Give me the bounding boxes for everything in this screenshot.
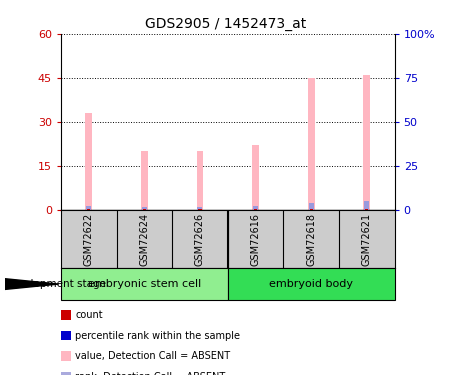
Bar: [143, 209, 146, 210]
Text: GSM72624: GSM72624: [139, 213, 149, 266]
Text: GSM72622: GSM72622: [84, 212, 94, 266]
Bar: [228, 268, 395, 300]
Text: GSM72621: GSM72621: [362, 213, 372, 266]
Bar: [87, 209, 90, 210]
Bar: [198, 207, 202, 210]
Bar: [364, 201, 369, 210]
Text: GSM72626: GSM72626: [195, 213, 205, 266]
Text: value, Detection Call = ABSENT: value, Detection Call = ABSENT: [75, 351, 230, 361]
Bar: [85, 113, 92, 210]
Text: development stage: development stage: [5, 279, 106, 289]
Bar: [308, 78, 314, 210]
Bar: [142, 207, 147, 210]
Bar: [254, 209, 257, 210]
Bar: [198, 209, 202, 210]
Text: count: count: [75, 310, 103, 320]
Bar: [61, 268, 228, 300]
Bar: [365, 209, 368, 210]
Bar: [308, 202, 314, 210]
Text: GSM72618: GSM72618: [306, 213, 316, 266]
Text: percentile rank within the sample: percentile rank within the sample: [75, 331, 240, 340]
Bar: [253, 207, 258, 210]
Bar: [86, 206, 91, 210]
Text: GDS2905 / 1452473_at: GDS2905 / 1452473_at: [145, 17, 306, 31]
Text: rank, Detection Call = ABSENT: rank, Detection Call = ABSENT: [75, 372, 226, 375]
Bar: [252, 146, 259, 210]
Text: GSM72616: GSM72616: [251, 213, 261, 266]
Bar: [309, 209, 313, 210]
Text: embryoid body: embryoid body: [269, 279, 353, 289]
Bar: [141, 151, 147, 210]
Bar: [364, 75, 370, 210]
Text: embryonic stem cell: embryonic stem cell: [87, 279, 201, 289]
Bar: [197, 151, 203, 210]
Polygon shape: [5, 279, 59, 290]
